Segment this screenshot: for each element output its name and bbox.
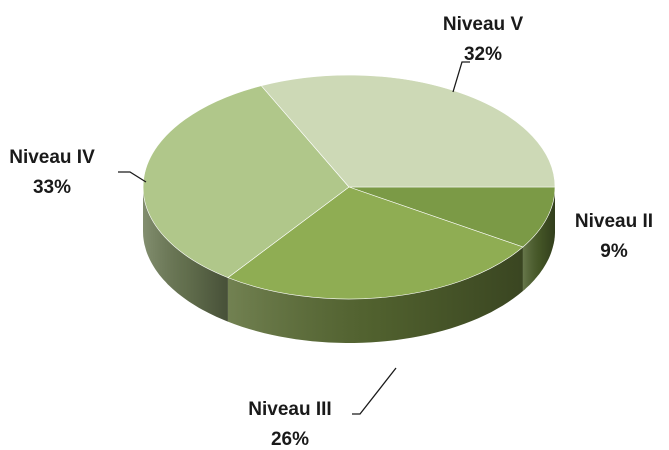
slice — [348, 186, 556, 248]
data-label-value: 26% — [271, 429, 309, 450]
pie-tops — [142, 74, 556, 300]
pie-sides — [143, 187, 555, 343]
slice-side-shade — [143, 187, 228, 322]
data-label-value: 32% — [464, 44, 502, 65]
slice — [260, 74, 556, 188]
labels: Niveau II 9% Niveau III 26% Niveau IV 33% Nive… — [9, 14, 653, 450]
data-label-value: 9% — [600, 241, 628, 262]
data-label-value: 33% — [33, 177, 71, 198]
leader-line — [452, 61, 470, 93]
data-label-name: Niveau II — [575, 211, 653, 232]
data-label-name: Niveau III — [248, 399, 331, 420]
slice-side-shade — [227, 247, 523, 343]
data-label-name: Niveau V — [443, 14, 524, 35]
leader-line — [118, 171, 147, 183]
leader-line — [352, 367, 397, 415]
slice-side-shade — [522, 187, 555, 291]
data-label-name: Niveau IV — [9, 147, 95, 168]
slice — [142, 85, 350, 278]
slice — [227, 186, 524, 300]
